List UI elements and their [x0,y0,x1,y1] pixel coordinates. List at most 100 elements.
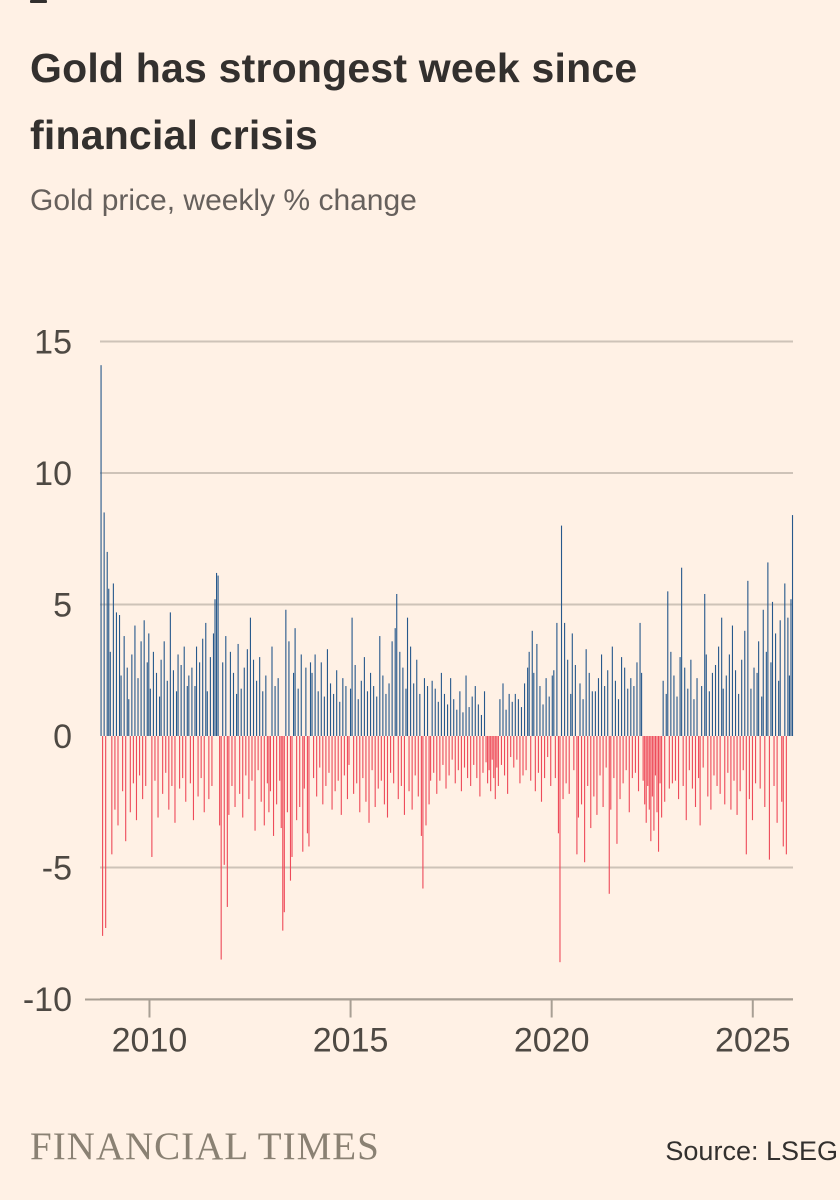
bar-week [651,736,653,797]
bar-week [326,649,328,736]
bar-week [137,678,139,736]
bar-week [363,657,365,736]
bar-week [146,662,148,736]
chart-subtitle: Gold price, weekly % change [30,184,417,217]
bar-week [613,736,615,779]
bar-week [707,736,709,797]
bar-week [639,622,641,736]
bar-week [109,651,111,736]
bar-week [721,617,723,736]
bar-week [687,688,689,736]
bar-week [388,683,390,736]
bar-week [553,670,555,736]
bar-week [316,736,318,797]
bar-week [741,659,743,736]
bar-week [457,736,459,771]
bar-week [195,646,198,736]
bar-week [148,633,150,736]
bar-week [454,736,456,784]
y-tick-label: -10 [23,981,72,1019]
bar-week [742,736,744,771]
bar-week [185,736,187,802]
bar-week [576,736,578,855]
bar-week [211,736,213,786]
bar-week [510,736,512,758]
bar-week [262,691,264,736]
bar-week [668,736,670,789]
bar-week [408,736,410,792]
bar-week [319,736,321,768]
bar-week [248,736,250,800]
bar-week [220,736,222,960]
bar-week [373,686,375,736]
bar-week [682,736,684,786]
bar-week [174,736,176,823]
bar-week [650,736,652,842]
bar-week [710,736,712,810]
bar-week [303,736,305,789]
bar-week [422,736,424,889]
bar-week [567,659,569,736]
bar-week [160,659,162,736]
bar-week [308,736,310,847]
bar-week [448,736,450,776]
cropped-element-remnant [30,0,47,3]
bar-week [356,736,358,784]
bar-week [551,675,553,736]
bar-week [698,736,700,779]
bar-week [320,662,322,736]
bar-week [280,736,282,829]
bar-week [186,686,188,736]
bar-week [125,736,127,842]
bar-week [633,686,635,736]
bar-week [637,736,640,792]
bar-week [762,609,764,736]
bar-week [577,736,580,818]
bar-week [790,599,792,736]
bar-week [209,657,211,736]
bar-week [399,651,401,736]
bar-week [631,736,633,779]
bar-week [716,736,718,786]
bar-week [423,678,426,736]
bar-week [313,736,315,779]
bar-week [602,736,604,808]
bar-week [143,620,145,736]
bar-week [259,657,261,736]
bar-week [450,678,452,736]
bar-week [480,714,482,736]
bar-week [382,675,384,736]
bar-week [674,736,677,781]
bar-week [748,736,750,800]
ft-logo: FINANCIAL TIMES [30,1125,380,1168]
bar-week [619,736,621,800]
bar-week [436,736,438,794]
bar-week [485,736,487,763]
bar-week [251,736,253,781]
bar-week [722,688,724,736]
bar-week [645,736,647,823]
x-tick-label: 2020 [514,1022,590,1060]
bar-week [400,736,402,786]
bar-week [179,736,181,789]
bar-week [317,691,319,736]
bar-week [644,736,646,805]
bar-week [102,736,104,936]
bar-week [123,636,125,736]
y-tick-label: 10 [34,455,72,493]
bar-week [271,646,273,736]
bar-week [477,704,479,736]
bar-week [470,736,472,786]
bar-week [385,693,387,736]
bar-week [590,736,592,829]
bar-week [588,672,590,736]
bar-week [285,609,287,736]
bar-week [114,736,116,810]
bar-week [585,649,587,736]
bar-week [336,670,338,736]
bar-week [325,736,327,786]
bar-week [540,736,543,802]
bar-week [579,683,581,736]
bar-week [354,664,356,736]
bar-week [126,667,128,736]
